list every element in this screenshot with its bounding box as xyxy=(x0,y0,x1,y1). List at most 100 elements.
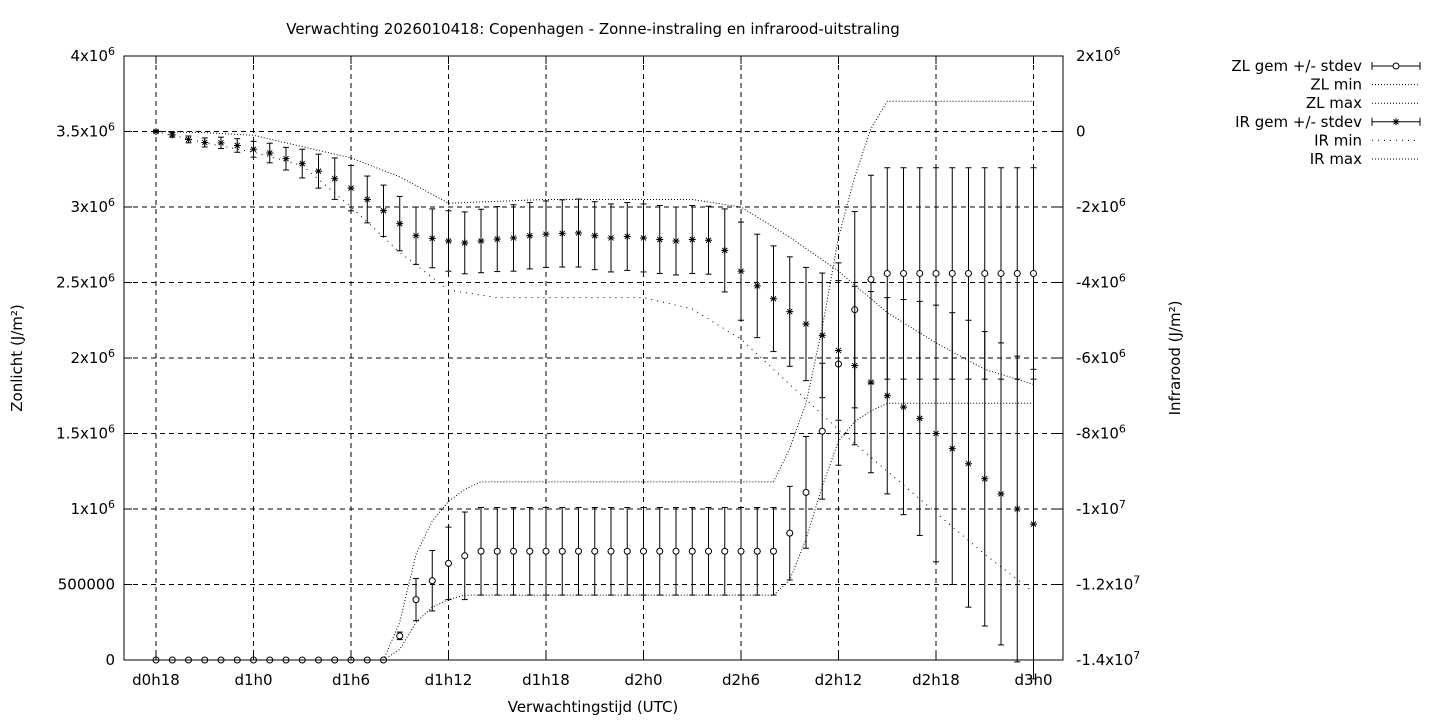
legend-label: ZL min xyxy=(1310,76,1362,94)
data-point xyxy=(770,547,777,555)
data-point xyxy=(867,275,875,283)
legend-label: IR min xyxy=(1314,131,1362,149)
data-point xyxy=(445,559,452,567)
data-point xyxy=(526,232,534,240)
y2-tick-label: -1.2x107 xyxy=(1076,574,1140,594)
data-point xyxy=(932,430,940,437)
data-point xyxy=(900,403,907,411)
data-point xyxy=(412,232,420,240)
data-point xyxy=(753,282,761,290)
legend-marker xyxy=(1392,118,1400,126)
axes: d0h18 d1h0 d1h6 d1h12 d1h18 d2h0 d2h6 d2h12 d2h1… xyxy=(56,45,1140,689)
y-tick-label: 3.5x106 xyxy=(56,121,115,141)
data-point xyxy=(217,139,225,147)
legend-label: ZL gem +/- stdev xyxy=(1231,57,1362,75)
data-point xyxy=(623,232,631,240)
data-point xyxy=(688,547,696,555)
data-point xyxy=(250,145,257,153)
data-point xyxy=(1030,269,1037,277)
data-point xyxy=(510,547,517,555)
grid xyxy=(124,56,1063,660)
data-point xyxy=(185,135,192,143)
series-ir-max xyxy=(155,131,1034,385)
y-tick-label: 2x106 xyxy=(70,347,115,367)
y-tick-label: 3x106 xyxy=(70,196,115,216)
series-zl-max xyxy=(383,100,1034,661)
y-tick-label: 500000 xyxy=(58,576,115,594)
data-point xyxy=(461,239,469,247)
legend-label: ZL max xyxy=(1306,94,1362,112)
x-tick-label: d1h6 xyxy=(332,671,370,689)
data-point xyxy=(331,175,339,183)
y2-tick-label: -4x106 xyxy=(1076,272,1126,292)
data-point xyxy=(493,235,501,243)
data-point xyxy=(428,234,436,242)
data-point xyxy=(575,229,582,237)
data-point xyxy=(818,427,826,435)
data-point xyxy=(965,269,972,277)
y-tick-label: 1.5x106 xyxy=(56,423,115,443)
data-point xyxy=(558,547,566,555)
data-point xyxy=(997,269,1005,277)
data-point xyxy=(802,320,810,328)
data-point xyxy=(883,392,891,400)
legend-label: IR gem +/- stdev xyxy=(1235,113,1362,131)
x-tick-label: d1h18 xyxy=(522,671,570,689)
data-point xyxy=(981,475,989,483)
data-point xyxy=(916,269,924,277)
legend-label: IR max xyxy=(1310,150,1362,168)
data-point xyxy=(1013,505,1021,513)
data-point xyxy=(542,230,550,238)
series-zl-min xyxy=(383,402,1034,661)
data-point xyxy=(201,138,209,146)
y-tick-label: 4x106 xyxy=(70,45,115,65)
data-point xyxy=(705,547,712,555)
data-point xyxy=(380,207,387,215)
y-tick-label: 0 xyxy=(105,651,115,669)
data-point xyxy=(948,269,956,277)
data-point xyxy=(233,141,241,149)
data-point xyxy=(168,131,176,139)
data-point xyxy=(640,234,647,242)
data-point xyxy=(965,460,972,468)
x-tick-label: d3h0 xyxy=(1014,671,1052,689)
data-point xyxy=(851,362,859,370)
data-point xyxy=(932,269,940,277)
data-point xyxy=(981,269,989,277)
data-point xyxy=(623,547,631,555)
x-tick-label: d2h12 xyxy=(815,671,863,689)
data-point xyxy=(266,149,274,157)
y-tick-label: 2.5x106 xyxy=(56,272,115,292)
data-point xyxy=(656,235,664,243)
y2-tick-label: -8x106 xyxy=(1076,423,1126,443)
data-point xyxy=(347,184,355,192)
data-point xyxy=(591,232,599,240)
data-point xyxy=(656,547,664,555)
series-ir-min xyxy=(155,131,1034,593)
y-axis-label: Zonlicht (J/m²) xyxy=(8,304,26,412)
data-point xyxy=(705,236,712,244)
data-point xyxy=(412,596,420,604)
data-point xyxy=(607,547,615,555)
x-tick-label: d2h6 xyxy=(722,671,760,689)
x-tick-label: d2h18 xyxy=(912,671,960,689)
data-point xyxy=(396,632,404,640)
data-point xyxy=(672,237,680,245)
y2-tick-label: 0 xyxy=(1076,123,1086,141)
data-point xyxy=(753,547,761,555)
data-point xyxy=(363,195,371,203)
y2-tick-label: -1.4x107 xyxy=(1076,649,1140,669)
data-point xyxy=(948,445,956,453)
data-point xyxy=(770,295,777,303)
y-tick-label: 1x106 xyxy=(70,498,115,518)
chart-title: Verwachting 2026010418: Copenhagen - Zon… xyxy=(286,20,900,38)
data-point xyxy=(282,155,290,163)
data-point xyxy=(900,269,907,277)
data-point xyxy=(916,414,924,422)
y2-tick-label: 2x106 xyxy=(1076,45,1121,65)
y2-tick-label: -1x107 xyxy=(1076,498,1126,518)
y2-axis-label: Infrarood (J/m²) xyxy=(1166,301,1184,416)
data-point xyxy=(818,331,826,339)
data-point xyxy=(721,246,729,254)
